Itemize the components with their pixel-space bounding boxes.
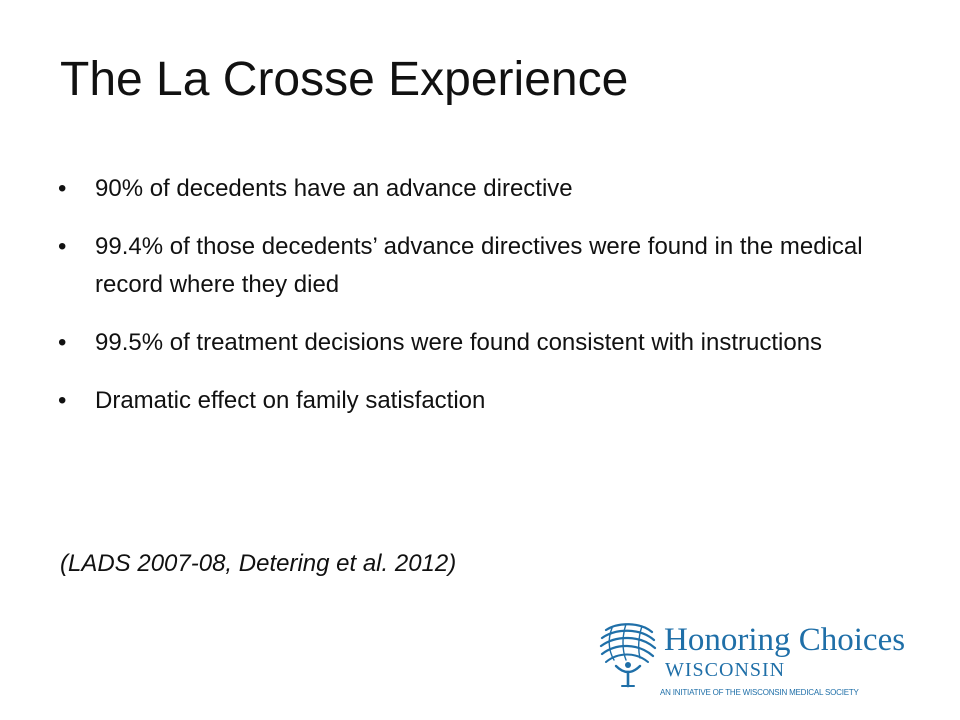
bullet-marker: • xyxy=(58,233,67,260)
logo-state: WISCONSIN xyxy=(665,659,786,681)
bullet-item: • 90% of decedents have an advance direc… xyxy=(58,170,918,208)
bullet-marker: • xyxy=(58,329,67,356)
bullet-text: Dramatic effect on family satisfaction xyxy=(95,387,486,414)
citation: (LADS 2007-08, Detering et al. 2012) xyxy=(60,550,457,577)
bullet-list: • 90% of decedents have an advance direc… xyxy=(58,170,918,440)
logo-tagline: AN INITIATIVE OF THE WISCONSIN MEDICAL S… xyxy=(660,688,859,697)
bullet-item: • 99.4% of those decedents’ advance dire… xyxy=(58,228,918,304)
slide-title: The La Crosse Experience xyxy=(60,53,629,106)
bullet-text: 90% of decedents have an advance directi… xyxy=(95,175,573,202)
bullet-text: 99.5% of treatment decisions were found … xyxy=(95,329,823,356)
honoring-choices-logo: Honoring Choices WISCONSIN AN INITIATIVE… xyxy=(598,620,938,698)
globe-figure-icon xyxy=(599,623,657,688)
logo-name: Honoring Choices xyxy=(664,622,906,658)
bullet-item: • 99.5% of treatment decisions were foun… xyxy=(58,324,918,362)
bullet-marker: • xyxy=(58,175,67,202)
bullet-item: • Dramatic effect on family satisfaction xyxy=(58,382,918,420)
bullet-text: 99.4% of those decedents’ advance direct… xyxy=(95,233,863,298)
bullet-marker: • xyxy=(58,387,67,414)
